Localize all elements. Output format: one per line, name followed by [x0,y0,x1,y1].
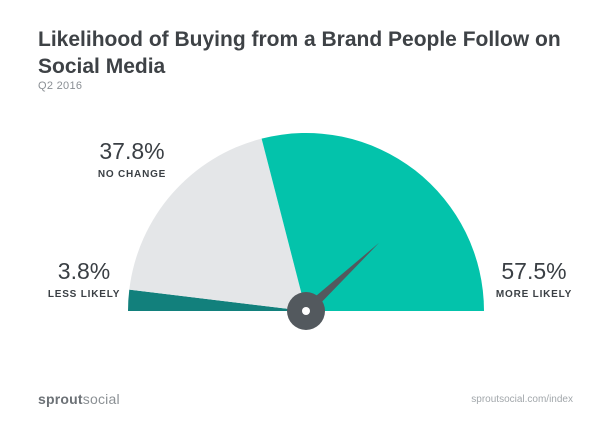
logo-bold-text: sprout [38,391,83,407]
no-change-label: NO CHANGE [98,169,166,180]
chart-subtitle: Q2 2016 [38,80,83,92]
more-likely-label: MORE LIKELY [496,289,572,300]
chart-title: Likelihood of Buying from a Brand People… [38,28,561,78]
needle-pointer [302,242,380,315]
no-change-value: 37.8% [99,138,164,164]
gauge-slices [128,132,484,311]
gauge-slice-no-change [129,138,306,311]
gauge-needle [287,242,380,330]
source-link: sproutsocial.com/index [471,394,573,405]
gauge-slice-less-likely [128,289,306,311]
sproutsocial-logo: sproutsocial [38,391,120,407]
more-likely-value: 57.5% [501,258,566,284]
needle-hub-center [302,307,310,315]
logo-light-text: social [82,391,120,407]
less-likely-label: LESS LIKELY [48,289,120,300]
less-likely-value: 3.8% [58,258,110,284]
gauge-slice-more-likely [261,132,484,311]
